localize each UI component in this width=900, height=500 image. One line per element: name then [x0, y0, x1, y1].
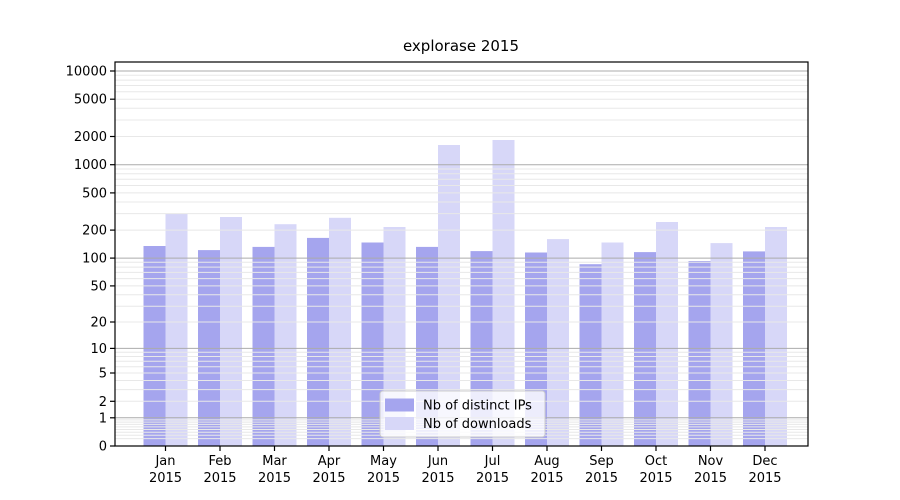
- x-tick-label-month: Apr: [318, 454, 341, 469]
- legend-swatch-downloads: [385, 417, 414, 430]
- x-tick-label-month: Oct: [645, 454, 667, 469]
- bars-series-1: [165, 140, 787, 446]
- legend-label-downloads: Nb of downloads: [423, 417, 532, 432]
- x-tick-label-month: May: [370, 454, 397, 469]
- x-tick-label-year: 2015: [258, 471, 291, 486]
- y-tick-label: 2: [99, 395, 107, 410]
- bar-s1-feb: [220, 217, 242, 446]
- x-tick-label-year: 2015: [694, 471, 727, 486]
- x-tick-label-month: Jul: [484, 454, 501, 469]
- bar-s0-apr: [307, 237, 329, 446]
- y-tick-label: 1000: [74, 158, 107, 173]
- y-tick-label: 5: [99, 367, 107, 382]
- legend: Nb of distinct IPs Nb of downloads: [379, 390, 546, 438]
- legend-box: [379, 390, 546, 438]
- y-tick-label: 1: [99, 411, 107, 426]
- bar-s1-nov: [710, 243, 733, 446]
- x-tick-label-month: Dec: [752, 454, 777, 469]
- bar-s0-nov: [688, 261, 711, 446]
- x-tick-label-year: 2015: [421, 471, 454, 486]
- y-tick-label: 2000: [74, 130, 107, 145]
- bar-s1-jun: [438, 145, 460, 446]
- y-tick-label: 5000: [74, 93, 107, 108]
- bar-s1-aug: [547, 239, 569, 446]
- bar-s1-jan: [165, 214, 188, 446]
- y-tick-label: 500: [82, 186, 107, 201]
- bar-s1-sep: [601, 242, 624, 446]
- x-tick-label-month: Aug: [534, 454, 559, 469]
- x-tick-label-year: 2015: [476, 471, 509, 486]
- bar-s0-oct: [634, 252, 656, 446]
- x-tick-label-year: 2015: [203, 471, 236, 486]
- x-tick-label-year: 2015: [530, 471, 563, 486]
- x-tick-label-year: 2015: [639, 471, 672, 486]
- plot-border: [114, 61, 809, 447]
- x-tick-label-month: Feb: [208, 454, 231, 469]
- x-tick-label-month: Mar: [262, 454, 287, 469]
- bar-s0-may: [361, 242, 384, 446]
- x-tick-label-month: Jun: [427, 454, 448, 469]
- bar-s0-sep: [579, 264, 602, 446]
- legend-swatch-distinct-ips: [385, 398, 414, 412]
- axis-layer: [110, 61, 809, 451]
- x-tick-label-year: 2015: [585, 471, 618, 486]
- bar-s1-jul: [492, 140, 515, 446]
- y-tick-label: 0: [99, 440, 107, 455]
- x-tick-label-year: 2015: [312, 471, 345, 486]
- x-tick-label-month: Sep: [589, 454, 614, 469]
- x-tick-label-month: Nov: [698, 454, 724, 469]
- grid-layer: [115, 70, 808, 440]
- legend-label-distinct-ips: Nb of distinct IPs: [423, 399, 532, 414]
- y-tick-label: 10000: [66, 65, 107, 80]
- y-tick-label: 50: [90, 279, 107, 294]
- bar-s1-mar: [274, 224, 297, 446]
- x-tick-label-year: 2015: [748, 471, 781, 486]
- bar-s1-oct: [656, 222, 678, 446]
- bar-s1-apr: [329, 217, 351, 446]
- bar-s1-dec: [765, 227, 787, 446]
- tick-labels-layer: 0 12 5 10 20 50 100 200 500 1000 2000 5000 10000 Jan 2…: [66, 65, 782, 487]
- bar-s0-jan: [143, 246, 166, 446]
- chart-title: explorase 2015: [403, 37, 519, 55]
- x-tick-label-month: Jan: [154, 454, 175, 469]
- x-tick-label-year: 2015: [149, 471, 182, 486]
- x-tick-label-year: 2015: [367, 471, 400, 486]
- y-tick-label: 20: [90, 316, 107, 331]
- bar-s0-mar: [252, 246, 275, 446]
- y-tick-label: 200: [82, 224, 107, 239]
- y-tick-label: 10: [90, 342, 107, 357]
- y-tick-label: 100: [82, 252, 107, 267]
